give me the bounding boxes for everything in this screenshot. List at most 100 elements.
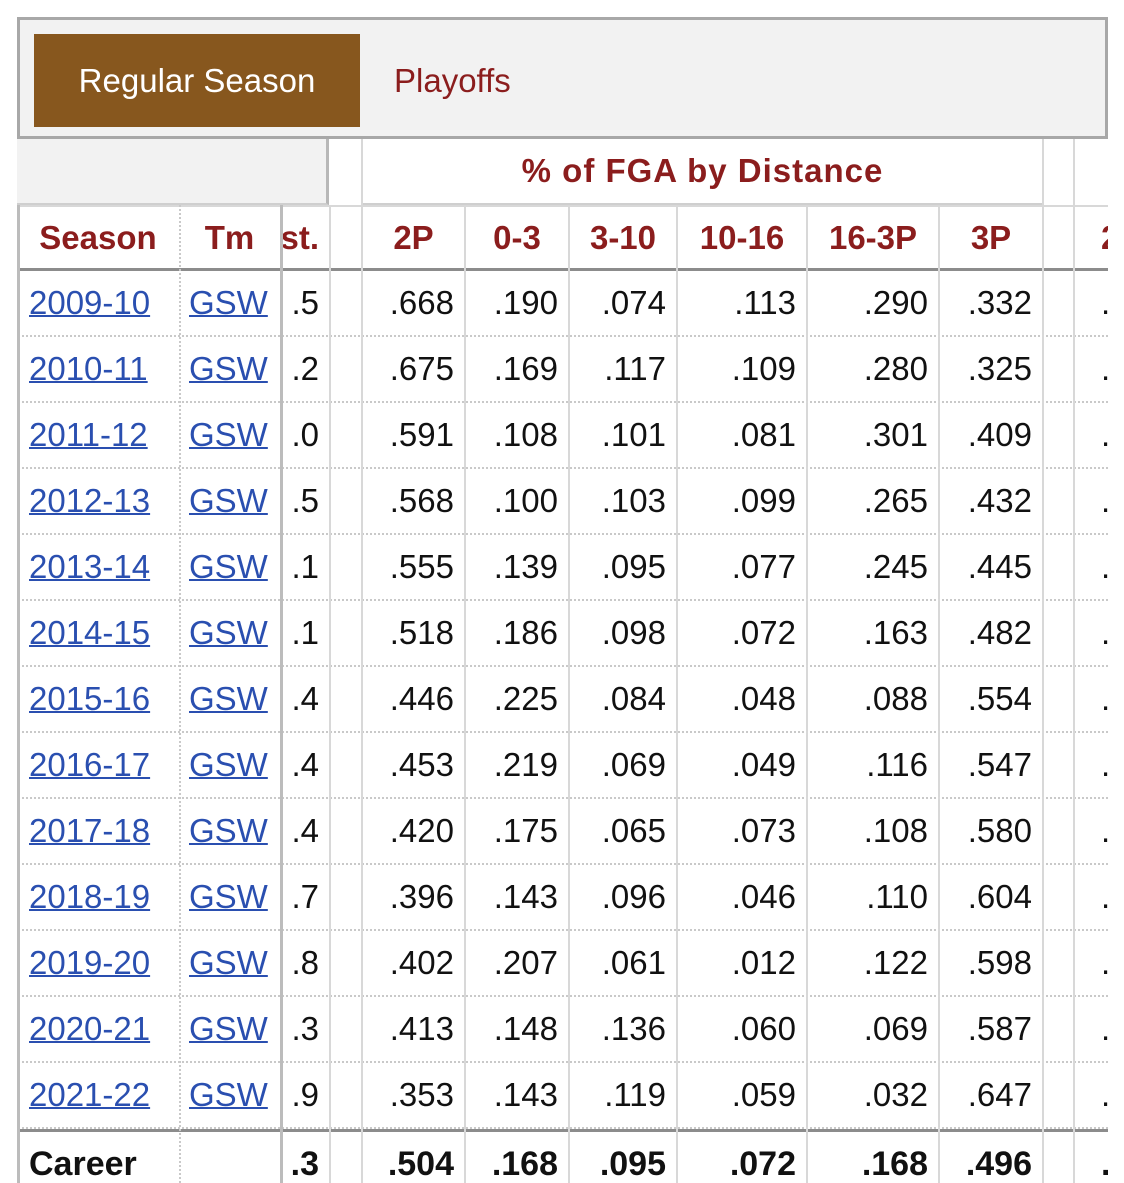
col-header-tm[interactable]: Tm [204,219,255,256]
cell-r3_10: .069 [601,746,666,783]
team-link[interactable]: GSW [189,614,268,651]
cell-p3: .409 [967,416,1032,453]
cell-p2: .420 [389,812,454,849]
team-link[interactable]: GSW [189,1010,268,1047]
table-cell: .482 [940,601,1042,665]
season-link[interactable]: 2021-22 [29,1076,151,1113]
cell-r3_10: .095 [599,1144,666,1183]
team-link[interactable]: GSW [189,548,268,585]
table-cell: 2013-14 [17,535,179,599]
table-cell: .143 [466,1063,568,1127]
season-link[interactable]: 2015-16 [29,680,151,717]
column-divider [806,205,808,1183]
table-cell: .555 [363,535,464,599]
cell-dist: .4 [291,746,319,783]
team-link[interactable]: GSW [189,812,268,849]
team-link[interactable]: GSW [189,680,268,717]
col-header-season[interactable]: Season [39,219,157,256]
team-link[interactable]: GSW [189,350,268,387]
season-link[interactable]: 2020-21 [29,1010,151,1047]
table-cell: .675 [363,337,464,401]
col-header-p2[interactable]: 2P [393,219,434,256]
col-header-r10_16[interactable]: 10-16 [699,219,785,256]
season-link[interactable]: 2016-17 [29,746,151,783]
table-cell: .077 [678,535,806,599]
column-divider [179,205,181,1183]
season-link[interactable]: 2009-10 [29,284,151,321]
team-link[interactable]: GSW [189,416,268,453]
cell-dist: .5 [291,284,319,321]
table-left-border [17,205,20,1183]
group-header-row: % of FGA by Distance [17,139,1108,205]
season-link[interactable]: 2013-14 [29,548,151,585]
cell-r10_16: .077 [731,548,796,585]
cell-r16_3p: .245 [863,548,928,585]
table-cell: .4 [282,733,327,797]
col-header-next[interactable]: 2 [1077,207,1108,269]
cell-next: .5 [1101,1145,1108,1183]
tab-regular-season[interactable]: Regular Season [34,34,360,127]
cell-r10_16: .012 [731,944,796,981]
cell-r10_16: .060 [731,1010,796,1047]
table-cell: .4 [1077,337,1108,401]
col-header-r16_3p[interactable]: 16-3P [828,219,918,256]
table-cell: .245 [808,535,938,599]
cell-next: .4 [1101,350,1108,388]
table-row: 2018-19 GSW .7 .396 .143 .096 .046 .110 .604 .5 [17,865,1108,931]
table-cell: .225 [466,667,568,731]
table-row: 2009-10 GSW .5 .668 .190 .074 .113 .290 .332 .4 [17,271,1108,337]
table-cell: .069 [808,997,938,1061]
season-link[interactable]: 2012-13 [29,482,151,519]
cell-r3_10: .136 [601,1010,666,1047]
col-header-r0_3[interactable]: 0-3 [493,219,541,256]
season-link[interactable]: 2011-12 [29,416,148,453]
cell-r16_3p: .280 [863,350,928,387]
table-cell: .169 [466,337,568,401]
cell-next: .5 [1101,812,1108,850]
table-cell: .280 [808,337,938,401]
cell-dist: .0 [291,416,319,453]
cell-r16_3p: .168 [861,1144,928,1183]
table-cell: GSW [179,469,280,533]
season-link[interactable]: 2010-11 [29,350,148,387]
table-cell: GSW [179,667,280,731]
season-link[interactable]: 2017-18 [29,812,151,849]
cell-p2: .675 [389,350,454,387]
table-cell: .0 [282,403,327,467]
table-row: 2011-12 GSW .0 .591 .108 .101 .081 .301 .409 .5 [17,403,1108,469]
season-link[interactable]: 2014-15 [29,614,151,651]
table-cell: .5 [1077,799,1108,863]
team-link[interactable]: GSW [189,482,268,519]
col-header-dist[interactable]: st. [282,219,319,256]
table-cell: .069 [570,733,676,797]
column-divider [676,205,678,1183]
col-header-r3_10[interactable]: 3-10 [589,219,657,256]
cell-p2: .591 [389,416,454,453]
table-cell: Career [17,1132,179,1183]
team-link[interactable]: GSW [189,1076,268,1113]
table-cell: .325 [940,337,1042,401]
table-cell: .175 [466,799,568,863]
cell-next: .5 [1101,1076,1108,1114]
cell-p2: .413 [389,1010,454,1047]
season-link[interactable]: 2018-19 [29,878,151,915]
table-cell: .5 [1077,535,1108,599]
team-link[interactable]: GSW [189,284,268,321]
table-cell: .445 [940,535,1042,599]
cell-next: .5 [1101,1010,1108,1048]
season-link[interactable]: 2019-20 [29,944,151,981]
table-cell: .5 [1077,1132,1108,1183]
team-link[interactable]: GSW [189,944,268,981]
cell-r0_3: .148 [493,1010,558,1047]
table-cell: .587 [940,997,1042,1061]
table-cell: .453 [363,733,464,797]
table-cell: .409 [940,403,1042,467]
cell-r3_10: .101 [601,416,666,453]
team-link[interactable]: GSW [189,746,268,783]
team-link[interactable]: GSW [189,878,268,915]
tab-playoffs[interactable]: Playoffs [394,61,511,99]
table-cell: .168 [808,1132,938,1183]
cell-p3: .496 [965,1144,1032,1183]
col-header-p3[interactable]: 3P [970,219,1012,256]
table-cell: .109 [678,337,806,401]
